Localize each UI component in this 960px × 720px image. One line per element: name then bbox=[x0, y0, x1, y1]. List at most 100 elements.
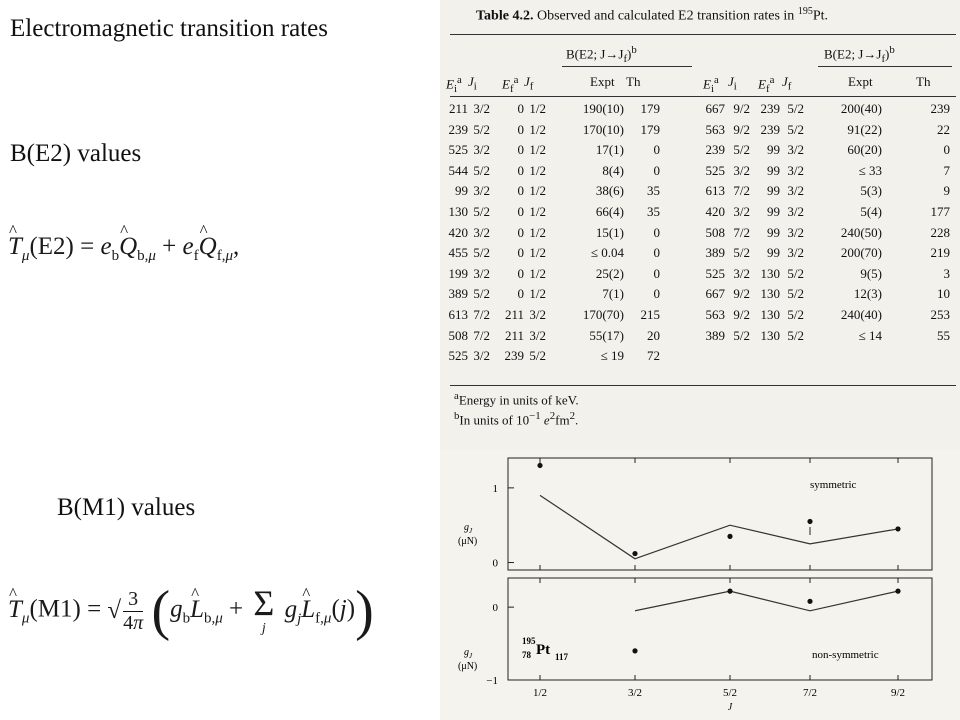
table-cell-right: 99 bbox=[767, 162, 780, 178]
table-cell-right: 99 bbox=[767, 183, 780, 199]
table-cell-right: 228 bbox=[930, 224, 951, 240]
table-cell-left: 25(2) bbox=[595, 265, 624, 281]
col-header-ji-right: Ji bbox=[728, 74, 737, 93]
x-tick-label: 7/2 bbox=[803, 687, 817, 699]
table-cell-left: 1/2 bbox=[529, 183, 546, 199]
col-header-ef-right: Efa bbox=[758, 74, 775, 95]
table-cell-left: 170(70) bbox=[582, 307, 624, 322]
slide-title: Electromagnetic transition rates bbox=[10, 15, 328, 42]
table-cell-right: 5/2 bbox=[733, 245, 750, 261]
data-point bbox=[727, 588, 733, 594]
table-cell-left: 0 bbox=[653, 162, 661, 178]
table-cell-left: 525 bbox=[448, 142, 469, 158]
table-cell-left: 170(10) bbox=[582, 121, 624, 137]
table-cell-left: 0 bbox=[653, 286, 661, 302]
table-cell-right: 130 bbox=[760, 307, 781, 322]
table-cell-right: 613 bbox=[705, 183, 726, 199]
table-cell-left: 239 bbox=[504, 348, 525, 364]
table-cell-left: 179 bbox=[640, 121, 661, 137]
table-cell-left: 455 bbox=[448, 245, 469, 261]
table-cell-left: 5/2 bbox=[473, 245, 490, 261]
table-cell-left: 1/2 bbox=[529, 121, 546, 137]
table-cell-right: 99 bbox=[767, 245, 780, 261]
table-cell-left: 7/2 bbox=[473, 327, 490, 343]
table-cell-right: 99 bbox=[767, 224, 780, 240]
table-cell-right: 12(3) bbox=[853, 286, 882, 302]
table-cell-left: 35 bbox=[647, 204, 660, 219]
m1-section-label: B(M1) values bbox=[57, 494, 196, 521]
x-tick-label: 3/2 bbox=[628, 687, 642, 699]
table-cell-left: 72 bbox=[647, 348, 660, 364]
table-cell-right: 525 bbox=[705, 162, 726, 178]
table-cell-right: 3/2 bbox=[787, 204, 804, 219]
table-cell-right: 240(40) bbox=[840, 307, 882, 322]
table-cell-left: 544 bbox=[448, 162, 469, 178]
table-cell-right: 3/2 bbox=[787, 224, 804, 240]
gj-chart-figure: 1 0 gJ (μN) symmetric 0 −1 gJ (μN) non-symmetric 1… bbox=[440, 450, 960, 720]
nucleus-mass: 195 bbox=[522, 636, 536, 646]
table-cell-right: 3/2 bbox=[787, 183, 804, 199]
table-cell-right: 508 bbox=[705, 224, 726, 240]
table-cell-left: 0 bbox=[653, 245, 661, 261]
table-cell-right: 3/2 bbox=[733, 204, 750, 219]
panel-frame bbox=[507, 457, 933, 571]
table-cell-left: 420 bbox=[448, 224, 469, 240]
table-cell-right: 99 bbox=[767, 142, 780, 158]
table-cell-left: 179 bbox=[640, 101, 661, 116]
table-cell-right: 239 bbox=[760, 121, 781, 137]
table-cell-left: 3/2 bbox=[473, 101, 490, 116]
table-cell-right: 7 bbox=[943, 162, 951, 178]
right-group-rule bbox=[818, 66, 952, 67]
left-group-header: B(E2; J→Jf)b bbox=[566, 44, 637, 65]
y-axis-unit: (μN) bbox=[458, 536, 477, 547]
table-cell-right: 563 bbox=[705, 307, 726, 322]
table-cell-left: 0 bbox=[517, 224, 525, 240]
col-header-th-left: Th bbox=[626, 74, 641, 89]
y-tick-label: −1 bbox=[486, 675, 498, 687]
table-cell-right: 667 bbox=[705, 101, 726, 116]
data-point bbox=[632, 550, 638, 557]
x-tick-label: 9/2 bbox=[891, 687, 905, 699]
table-cell-left: 1/2 bbox=[529, 265, 546, 281]
table-cell-left: 613 bbox=[448, 307, 469, 322]
table-cell-left: 38(6) bbox=[595, 183, 624, 199]
table-cell-left: 0 bbox=[653, 265, 661, 281]
table-cell-right: ≤ 33 bbox=[858, 162, 882, 178]
table-cell-right: 389 bbox=[705, 245, 726, 261]
table-cell-left: 508 bbox=[448, 327, 469, 343]
table-cell-right: 3/2 bbox=[733, 265, 750, 281]
col-header-jf-right: Jf bbox=[782, 74, 792, 93]
col-header-th-right: Th bbox=[916, 74, 931, 89]
table-cell-right: 3/2 bbox=[787, 245, 804, 261]
table-cell-left: 215 bbox=[640, 307, 661, 322]
table-cell-left: 7/2 bbox=[473, 307, 490, 322]
data-point bbox=[727, 533, 733, 539]
table-caption: Table 4.2. Observed and calculated E2 tr… bbox=[476, 6, 828, 24]
table-cell-left: 525 bbox=[448, 348, 469, 364]
table-cell-right: 60(20) bbox=[847, 142, 882, 158]
table-cell-left: 199 bbox=[448, 265, 469, 281]
nucleus-neutrons: 117 bbox=[555, 652, 569, 662]
table-cell-right: 22 bbox=[937, 121, 950, 137]
col-header-ef-left: Efa bbox=[502, 74, 519, 95]
table-cell-right: 200(70) bbox=[840, 245, 882, 261]
table-cell-left: 3/2 bbox=[473, 265, 490, 281]
table-cell-right: 240(50) bbox=[840, 224, 882, 240]
table-cell-left: 66(4) bbox=[595, 204, 624, 219]
series-line bbox=[539, 494, 899, 560]
gj-chart-svg: 10gJ(μN)symmetric0−1gJ(μN)non-symmetric1… bbox=[458, 457, 933, 713]
data-point bbox=[632, 648, 638, 654]
table-cell-right: 130 bbox=[760, 327, 781, 343]
y-tick-label: 0 bbox=[493, 602, 499, 614]
table-cell-right: 3/2 bbox=[787, 142, 804, 158]
table-cell-left: 0 bbox=[517, 121, 525, 137]
table-cell-left: 0 bbox=[517, 286, 525, 302]
table-cell-left: 8(4) bbox=[602, 162, 624, 178]
table-cell-left: 239 bbox=[448, 121, 469, 137]
table-cell-right: 3/2 bbox=[733, 162, 750, 178]
table-cell-left: 1/2 bbox=[529, 142, 546, 158]
col-header-ei-left: Eia bbox=[446, 74, 462, 95]
table-cell-right: 5/2 bbox=[733, 142, 750, 158]
table-cell-right: 389 bbox=[705, 327, 726, 343]
table-cell-right: 91(22) bbox=[847, 121, 882, 137]
